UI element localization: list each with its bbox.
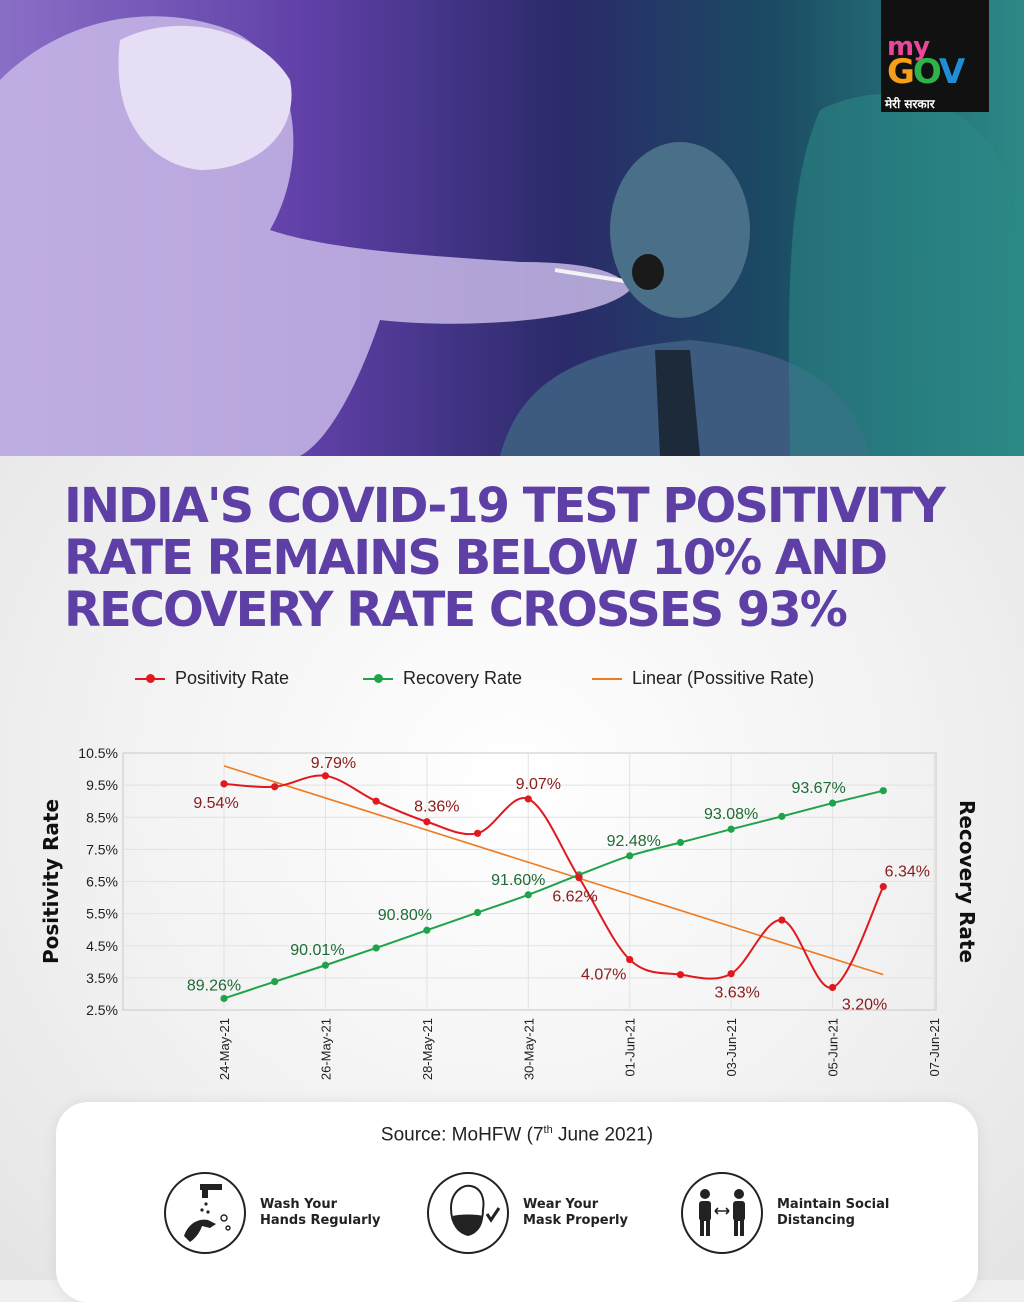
mygov-logo: my GOV मेरी सरकार	[881, 0, 989, 112]
positivity-point	[676, 971, 685, 979]
recovery-point	[727, 825, 735, 833]
positivity-point	[575, 874, 583, 882]
recovery-line	[223, 789, 884, 1000]
x-tick-label: 01-Jun-21	[623, 1018, 638, 1077]
recovery-point	[473, 908, 482, 917]
y-axis-title-left: Positivity Rate	[39, 799, 63, 964]
recovery-point	[220, 994, 228, 1003]
positivity-point	[626, 955, 634, 964]
recovery-point	[372, 944, 380, 952]
legend-trend-label: Linear (Possitive Rate)	[632, 668, 815, 688]
tip-wear-mask: Wear Your Mask Properly	[427, 1172, 653, 1254]
line-chart: 10.5% 9.5% 8.5% 7.5% 6.5% 5.5% 4.5% 3.5% 2.5% 24-…	[39, 745, 979, 1080]
y-tick-label: 3.5%	[86, 970, 118, 986]
legend-trend: Linear (Possitive Rate)	[592, 668, 814, 689]
hero-photo: my GOV मेरी सरकार	[0, 0, 1024, 456]
logo-hindi-text: मेरी सरकार	[885, 97, 935, 111]
x-tick-label: 26-May-21	[318, 1018, 333, 1080]
positivity-point	[828, 983, 837, 992]
y-tick-label: 7.5%	[86, 841, 118, 857]
x-tick-label: 05-Jun-21	[826, 1018, 841, 1077]
positivity-point	[879, 883, 887, 891]
recovery-data-label: 90.80%	[378, 907, 432, 924]
title-line-3: RECOVERY RATE CROSSES 93%	[64, 582, 848, 638]
positivity-point	[220, 780, 228, 788]
x-tick-label: 28-May-21	[420, 1018, 435, 1080]
positivity-point	[524, 795, 532, 803]
recovery-point	[879, 787, 887, 795]
positivity-data-label: 3.63%	[714, 985, 759, 1002]
y-axis-title-right: Recovery Rate	[955, 800, 979, 963]
y-tick-label: 2.5%	[86, 1002, 118, 1018]
hand-wash-icon	[164, 1172, 246, 1254]
recovery-point	[676, 838, 685, 847]
positivity-data-label: 4.07%	[581, 967, 626, 984]
info-card: Source: MoHFW (7th June 2021) Wash Your H…	[56, 1102, 978, 1302]
recovery-data-label: 90.01%	[290, 942, 344, 959]
trend-line	[223, 765, 884, 976]
positivity-data-label: 8.36%	[414, 799, 459, 816]
tip-wash-label: Wash Your Hands Regularly	[260, 1197, 381, 1228]
x-tick-label: 24-May-21	[217, 1018, 232, 1080]
positivity-point	[271, 783, 279, 791]
recovery-data-label: 92.48%	[607, 833, 661, 850]
title-line-2: RATE REMAINS BELOW 10% AND	[64, 530, 888, 586]
positivity-point	[423, 818, 431, 826]
legend-positivity: Positivity Rate	[135, 668, 289, 689]
x-tick-label: 07-Jun-21	[927, 1018, 942, 1077]
source-note: Source: MoHFW (7th June 2021)	[380, 1124, 654, 1146]
recovery-data-label: 89.26%	[187, 977, 241, 994]
tip-distance-label: Maintain Social Distancing	[777, 1197, 890, 1228]
y-tick-label: 6.5%	[86, 874, 118, 890]
positivity-point	[778, 916, 786, 924]
legend-positivity-swatch	[135, 673, 165, 683]
x-tick-label: 30-May-21	[521, 1018, 536, 1080]
tip-mask-label: Wear Your Mask Properly	[523, 1197, 628, 1228]
positivity-data-label: 9.79%	[311, 755, 356, 772]
legend-recovery: Recovery Rate	[363, 668, 522, 689]
y-tick-label: 8.5%	[86, 809, 118, 825]
positivity-line	[223, 774, 885, 989]
legend-recovery-swatch	[363, 673, 393, 683]
page-title: INDIA'S COVID-19 TEST POSITIVITY RATE RE…	[64, 482, 964, 638]
recovery-data-label: 91.60%	[491, 872, 545, 889]
y-tick-label: 4.5%	[86, 938, 118, 954]
recovery-point	[626, 852, 634, 860]
x-tick-label: 03-Jun-21	[724, 1018, 739, 1077]
recovery-point	[778, 812, 786, 820]
recovery-point	[321, 961, 330, 969]
hero-illustration	[0, 16, 1024, 456]
positivity-data-label: 9.54%	[193, 795, 238, 812]
legend-trend-swatch	[592, 677, 622, 680]
social-distancing-icon	[681, 1172, 763, 1254]
logo-gov-text: GOV	[887, 52, 965, 92]
y-tick-label: 10.5%	[78, 745, 118, 761]
y-tick-label: 5.5%	[86, 906, 118, 922]
positivity-point	[321, 772, 330, 780]
face-mask-icon	[427, 1172, 509, 1254]
positivity-point	[473, 829, 482, 837]
positivity-data-label: 9.07%	[516, 776, 561, 793]
recovery-data-label: 93.08%	[704, 806, 758, 823]
positivity-data-label: 6.34%	[885, 864, 930, 881]
recovery-point	[524, 891, 532, 899]
positivity-point	[727, 970, 735, 978]
positivity-data-label: 3.20%	[842, 997, 887, 1014]
recovery-point	[828, 799, 837, 807]
chart-legend: Positivity Rate Recovery Rate Linear (Po…	[0, 668, 1024, 694]
tip-social-distancing: Maintain Social Distancing	[681, 1172, 907, 1254]
positivity-data-label: 6.62%	[552, 889, 597, 906]
recovery-data-label: 93.67%	[791, 780, 845, 797]
title-line-1: INDIA'S COVID-19 TEST POSITIVITY	[64, 478, 946, 534]
recovery-point	[423, 926, 431, 934]
logo-my-text: my	[887, 32, 930, 62]
positivity-point	[372, 797, 380, 805]
recovery-point	[271, 978, 279, 986]
legend-recovery-label: Recovery Rate	[403, 668, 523, 688]
legend-positivity-label: Positivity Rate	[175, 668, 290, 688]
tip-wash-hands: Wash Your Hands Regularly	[164, 1172, 390, 1254]
y-tick-label: 9.5%	[86, 777, 118, 793]
